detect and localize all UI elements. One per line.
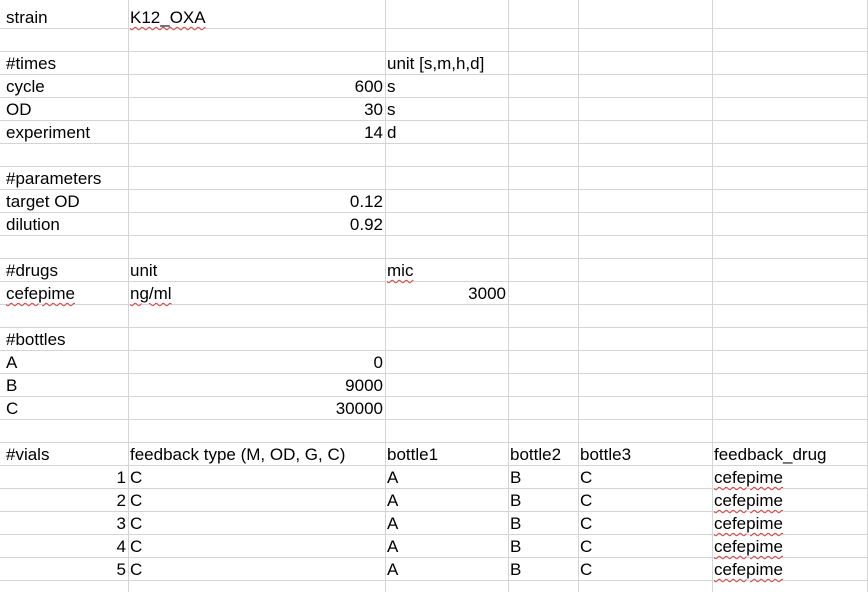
cell-bottle-label[interactable]: C — [6, 399, 19, 418]
cell-times-header[interactable]: #times — [6, 54, 57, 73]
cell-time-unit[interactable]: d — [387, 123, 397, 142]
cell-bottle-label[interactable]: B — [6, 376, 18, 395]
row-divider — [0, 74, 868, 75]
row-divider — [0, 534, 868, 535]
cell-vial-bottle2[interactable]: B — [510, 560, 522, 579]
column-divider — [578, 0, 579, 592]
cell-drug-name[interactable]: cefepime — [6, 284, 75, 303]
cell-parameter-value[interactable]: 0.92 — [349, 215, 383, 234]
cell-vial-bottle3[interactable]: C — [580, 560, 593, 579]
row-divider — [0, 442, 868, 443]
cell-drugs-unit-header[interactable]: unit — [130, 261, 158, 280]
cell-bottle-value[interactable]: 9000 — [345, 376, 383, 395]
row-divider — [0, 350, 868, 351]
cell-vials-column-feedback-drug[interactable]: feedback_drug — [714, 445, 827, 464]
row-divider — [0, 212, 868, 213]
cell-time-value[interactable]: 30 — [364, 100, 383, 119]
row-divider — [0, 580, 868, 581]
cell-vial-feedback-type[interactable]: C — [130, 491, 143, 510]
cell-vials-header[interactable]: #vials — [6, 445, 50, 464]
cell-parameter-label[interactable]: target OD — [6, 192, 80, 211]
cell-vial-bottle2[interactable]: B — [510, 514, 522, 533]
cell-drug-mic[interactable]: 3000 — [468, 284, 506, 303]
cell-vial-bottle1[interactable]: A — [387, 560, 399, 579]
cell-vial-index[interactable]: 5 — [116, 560, 126, 579]
cell-time-label[interactable]: cycle — [6, 77, 45, 96]
cell-time-value[interactable]: 14 — [364, 123, 383, 142]
cell-vial-bottle3[interactable]: C — [580, 514, 593, 533]
row-divider — [0, 465, 868, 466]
row-divider — [0, 51, 868, 52]
cell-time-value[interactable]: 600 — [354, 77, 383, 96]
cell-vial-index[interactable]: 4 — [116, 537, 126, 556]
cell-strain-label[interactable]: strain — [6, 8, 48, 27]
cell-strain-value[interactable]: K12_OXA — [130, 8, 206, 27]
cell-vial-bottle3[interactable]: C — [580, 491, 593, 510]
row-divider — [0, 511, 868, 512]
column-divider — [712, 0, 713, 592]
cell-vial-feedback-drug[interactable]: cefepime — [714, 468, 783, 487]
row-divider — [0, 488, 868, 489]
row-divider — [0, 120, 868, 121]
cell-vial-index[interactable]: 1 — [116, 468, 126, 487]
cell-vial-feedback-type[interactable]: C — [130, 560, 143, 579]
cell-drug-unit[interactable]: ng/ml — [130, 284, 172, 303]
row-divider — [0, 258, 868, 259]
row-divider — [0, 396, 868, 397]
cell-vials-column-bottle1[interactable]: bottle1 — [387, 445, 439, 464]
cell-vial-bottle1[interactable]: A — [387, 514, 399, 533]
row-divider — [0, 28, 868, 29]
cell-time-unit[interactable]: s — [387, 100, 396, 119]
row-divider — [0, 373, 868, 374]
cell-bottles-header[interactable]: #bottles — [6, 330, 66, 349]
cell-vial-bottle3[interactable]: C — [580, 537, 593, 556]
cell-vial-bottle2[interactable]: B — [510, 537, 522, 556]
row-divider — [0, 143, 868, 144]
cell-vial-bottle1[interactable]: A — [387, 491, 399, 510]
cell-vial-feedback-drug[interactable]: cefepime — [714, 537, 783, 556]
row-divider — [0, 304, 868, 305]
cell-time-unit[interactable]: s — [387, 77, 396, 96]
cell-parameters-header[interactable]: #parameters — [6, 169, 102, 188]
cell-time-label[interactable]: experiment — [6, 123, 91, 142]
cell-parameter-label[interactable]: dilution — [6, 215, 60, 234]
cell-vial-feedback-type[interactable]: C — [130, 537, 143, 556]
cell-time-label[interactable]: OD — [6, 100, 32, 119]
cell-vial-index[interactable]: 3 — [116, 514, 126, 533]
cell-bottle-value[interactable]: 0 — [373, 353, 383, 372]
row-divider — [0, 327, 868, 328]
cell-vials-column-feedback-type[interactable]: feedback type (M, OD, G, C) — [130, 445, 346, 464]
column-divider — [385, 0, 386, 592]
cell-bottle-label[interactable]: A — [6, 353, 18, 372]
cell-vial-bottle1[interactable]: A — [387, 537, 399, 556]
cell-vial-bottle2[interactable]: B — [510, 491, 522, 510]
cell-vial-feedback-drug[interactable]: cefepime — [714, 491, 783, 510]
cell-vial-bottle2[interactable]: B — [510, 468, 522, 487]
cell-drugs-header[interactable]: #drugs — [6, 261, 58, 280]
row-divider — [0, 281, 868, 282]
cell-vial-bottle1[interactable]: A — [387, 468, 399, 487]
cell-parameter-value[interactable]: 0.12 — [349, 192, 383, 211]
cell-bottle-value[interactable]: 30000 — [335, 399, 383, 418]
cell-vials-column-bottle2[interactable]: bottle2 — [510, 445, 562, 464]
row-divider — [0, 97, 868, 98]
column-divider — [508, 0, 509, 592]
cell-vial-bottle3[interactable]: C — [580, 468, 593, 487]
row-divider — [0, 235, 868, 236]
column-divider — [128, 0, 129, 592]
row-divider — [0, 557, 868, 558]
row-divider — [0, 189, 868, 190]
cell-vial-feedback-type[interactable]: C — [130, 514, 143, 533]
cell-drugs-mic-header[interactable]: mic — [387, 261, 414, 280]
cell-vial-index[interactable]: 2 — [116, 491, 126, 510]
cell-times-unit-header[interactable]: unit [s,m,h,d] — [387, 54, 485, 73]
cell-vial-feedback-drug[interactable]: cefepime — [714, 514, 783, 533]
cell-vial-feedback-type[interactable]: C — [130, 468, 143, 487]
row-divider — [0, 166, 868, 167]
row-divider — [0, 419, 868, 420]
cell-vials-column-bottle3[interactable]: bottle3 — [580, 445, 632, 464]
cell-vial-feedback-drug[interactable]: cefepime — [714, 560, 783, 579]
